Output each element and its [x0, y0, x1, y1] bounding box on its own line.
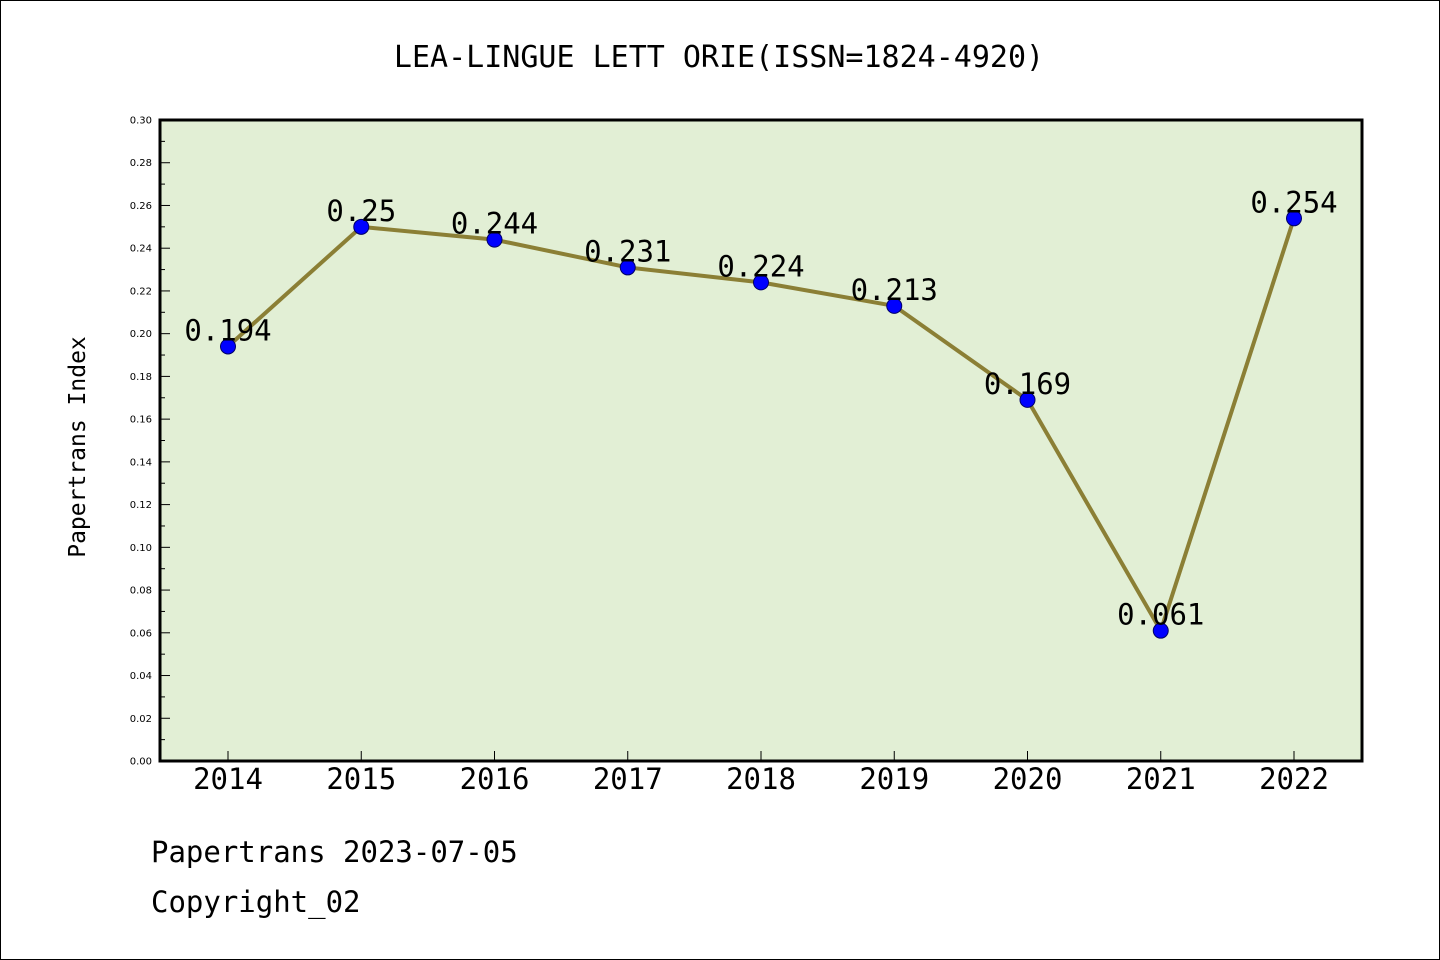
data-point — [1286, 210, 1302, 227]
y-tick-label: 0.24 — [130, 244, 152, 255]
x-tick-label: 2016 — [460, 762, 530, 796]
x-tick-label: 2019 — [859, 762, 929, 796]
y-tick-label: 0.26 — [130, 201, 152, 212]
x-tick-label: 2020 — [993, 762, 1063, 796]
x-tick-label: 2015 — [326, 762, 396, 796]
y-tick-label: 0.18 — [130, 372, 152, 383]
x-tick-label: 2014 — [193, 762, 263, 796]
data-label: 0.169 — [984, 367, 1071, 401]
x-tick-label: 2021 — [1126, 762, 1196, 796]
data-point — [753, 274, 769, 291]
data-label: 0.231 — [584, 234, 671, 268]
y-axis-label: Papertrans Index — [65, 336, 91, 558]
x-tick-label: 2017 — [593, 762, 663, 796]
x-axis-ticks: 2014 2015 2016 2017 2018 2019 2020 2021 2022 — [193, 751, 1329, 796]
footer-copyright: Copyright_02 — [151, 885, 361, 919]
y-tick-label: 0.14 — [130, 457, 152, 468]
data-point — [353, 218, 370, 235]
data-point — [1152, 622, 1169, 639]
y-tick-label: 0.28 — [130, 158, 152, 169]
data-point — [220, 338, 236, 355]
chart-title: LEA-LINGUE LETT ORIE(ISSN=1824-4920) — [394, 40, 1044, 75]
data-point — [486, 231, 503, 248]
data-label: 0.25 — [326, 194, 396, 228]
data-point — [1019, 391, 1036, 408]
data-label: 0.213 — [851, 273, 938, 307]
y-tick-label: 0.06 — [130, 628, 152, 639]
y-tick-label: 0.10 — [130, 543, 152, 554]
y-tick-label: 0.16 — [130, 415, 152, 426]
y-tick-label: 0.04 — [130, 671, 152, 682]
data-point — [886, 297, 903, 314]
data-label: 0.254 — [1250, 185, 1337, 219]
y-tick-label: 0.22 — [130, 286, 152, 297]
y-tick-label: 0.00 — [130, 757, 152, 768]
y-tick-label: 0.08 — [130, 586, 152, 597]
y-tick-label: 0.02 — [130, 714, 152, 725]
x-tick-label: 2022 — [1259, 762, 1329, 796]
data-markers — [220, 210, 1302, 639]
x-tick-label: 2018 — [726, 762, 796, 796]
y-axis-ticks: 0.00 0.02 0.04 0.06 0.08 0.10 0.12 0.14 0.16 0.18… — [130, 116, 170, 768]
data-point — [619, 259, 636, 276]
data-label: 0.061 — [1117, 598, 1204, 632]
y-tick-label: 0.12 — [130, 500, 152, 511]
data-labels: 0.194 0.25 0.244 0.231 0.224 0.213 0.169 0.061 0… — [184, 185, 1337, 631]
data-label: 0.244 — [451, 207, 538, 241]
y-tick-label: 0.30 — [130, 116, 152, 127]
data-label: 0.194 — [184, 313, 271, 347]
y-tick-label: 0.20 — [130, 329, 152, 340]
data-label: 0.224 — [717, 249, 804, 283]
footer-source: Papertrans 2023-07-05 — [151, 835, 518, 869]
